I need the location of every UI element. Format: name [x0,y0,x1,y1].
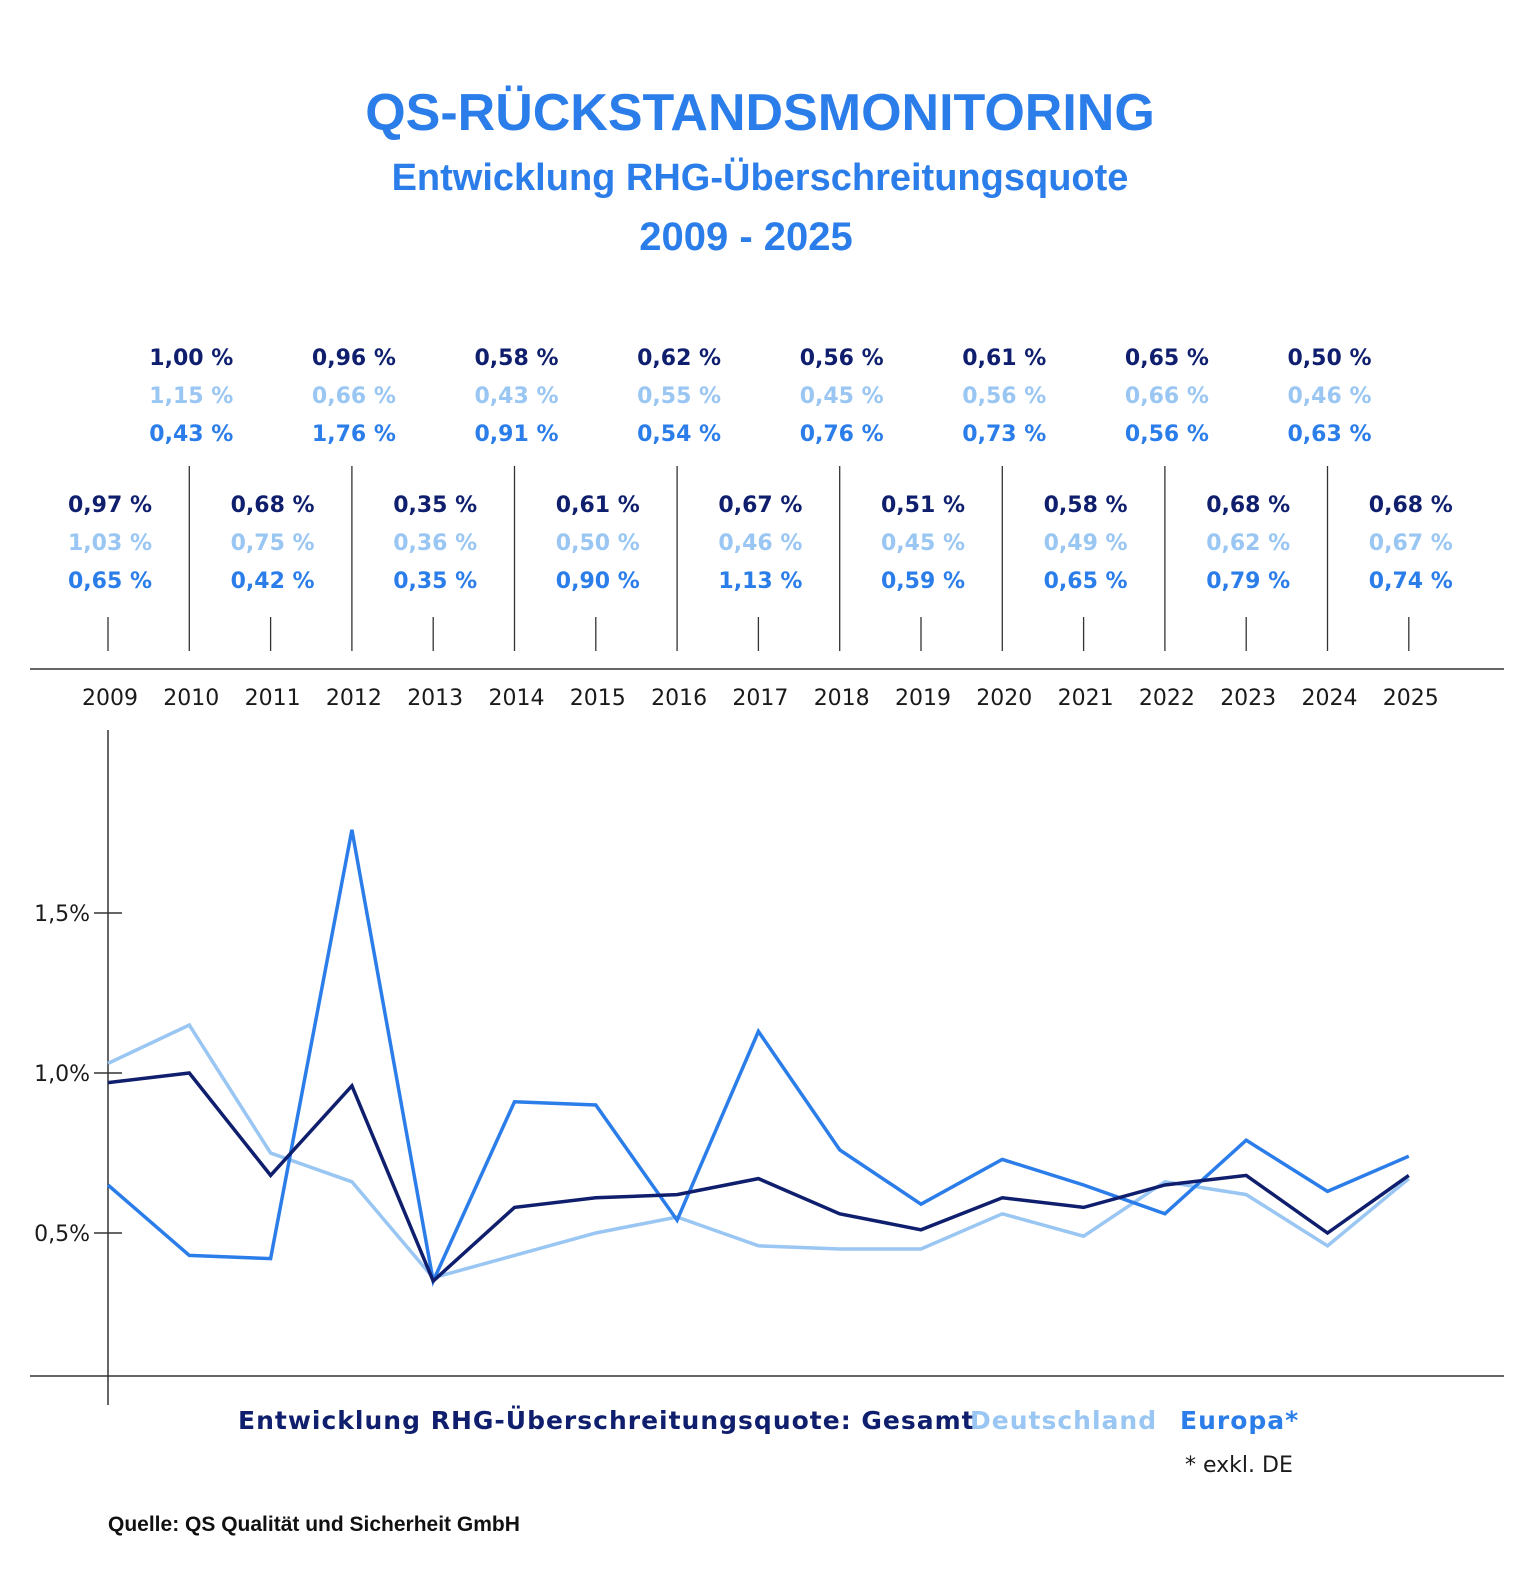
value-label-europa-2016: 0,54 % [637,422,721,447]
value-label-deutschland-2012: 0,66 % [312,384,396,409]
value-label-europa-2019: 0,59 % [881,569,965,594]
year-label-2024: 2024 [1302,686,1358,711]
chart-title: QS-RÜCKSTANDSMONITORING [365,84,1155,142]
year-label-2012: 2012 [326,686,382,711]
value-label-deutschland-2019: 0,45 % [881,531,965,556]
value-label-europa-2009: 0,65 % [68,569,152,594]
value-label-deutschland-2020: 0,56 % [962,384,1046,409]
year-label-2019: 2019 [895,686,951,711]
value-label-deutschland-2025: 0,67 % [1369,531,1453,556]
series-line-europa [106,829,1410,1287]
value-label-europa-2014: 0,91 % [475,422,559,447]
year-label-2018: 2018 [814,686,870,711]
year-label-2014: 2014 [489,686,545,711]
year-label-2025: 2025 [1383,686,1439,711]
y-tick-label-2: 0,5% [34,1222,90,1247]
value-label-europa-2018: 0,76 % [800,422,884,447]
value-label-europa-2021: 0,65 % [1044,569,1128,594]
y-tick-label-1: 1,0% [34,1062,90,1087]
value-label-europa-2013: 0,35 % [393,569,477,594]
year-label-2020: 2020 [976,686,1032,711]
value-labels: 0,97 % 1,03 % 0,65 % 1,00 % 1,15 % 0,43 % 0,68… [68,346,1453,594]
value-label-gesamt-2009: 0,97 % [68,493,152,518]
year-label-2016: 2016 [651,686,707,711]
year-label-2011: 2011 [245,686,301,711]
value-label-deutschland-2016: 0,55 % [637,384,721,409]
value-label-gesamt-2025: 0,68 % [1369,493,1453,518]
year-ticks [107,466,1410,651]
value-label-gesamt-2020: 0,61 % [962,346,1046,371]
value-label-deutschland-2021: 0,49 % [1044,531,1128,556]
value-label-deutschland-2010: 1,15 % [149,384,233,409]
year-label-2010: 2010 [163,686,219,711]
y-tick-label-0: 1,5% [34,902,90,927]
year-label-2021: 2021 [1058,686,1114,711]
value-label-gesamt-2024: 0,50 % [1288,346,1372,371]
value-label-gesamt-2015: 0,61 % [556,493,640,518]
value-label-gesamt-2012: 0,96 % [312,346,396,371]
value-label-europa-2024: 0,63 % [1288,422,1372,447]
legend-footnote: * exkl. DE [1185,1453,1293,1478]
value-label-gesamt-2022: 0,65 % [1125,346,1209,371]
value-label-deutschland-2015: 0,50 % [556,531,640,556]
value-label-europa-2011: 0,42 % [231,569,315,594]
value-label-europa-2015: 0,90 % [556,569,640,594]
value-label-gesamt-2010: 1,00 % [149,346,233,371]
value-label-europa-2023: 0,79 % [1206,569,1290,594]
year-labels: 2009 2010 2011 2012 2013 2014 2015 2016 2017 2018… [82,686,1439,711]
value-label-gesamt-2018: 0,56 % [800,346,884,371]
value-label-deutschland-2017: 0,46 % [718,531,802,556]
chart-subtitle: Entwicklung RHG-Überschreitungsquote [392,156,1129,199]
value-label-deutschland-2014: 0,43 % [475,384,559,409]
value-label-deutschland-2024: 0,46 % [1288,384,1372,409]
value-label-deutschland-2023: 0,62 % [1206,531,1290,556]
value-label-gesamt-2013: 0,35 % [393,493,477,518]
chart-period: 2009 - 2025 [639,215,853,259]
value-label-deutschland-2022: 0,66 % [1125,384,1209,409]
value-label-gesamt-2011: 0,68 % [231,493,315,518]
value-label-gesamt-2021: 0,58 % [1044,493,1128,518]
value-label-europa-2025: 0,74 % [1369,569,1453,594]
series-lines [106,829,1410,1287]
source-note: Quelle: QS Qualität und Sicherheit GmbH [108,1513,520,1536]
legend-europa: Europa* [1180,1406,1299,1435]
year-label-2022: 2022 [1139,686,1195,711]
value-label-europa-2022: 0,56 % [1125,422,1209,447]
legend-deutschland: Deutschland [970,1406,1157,1435]
series-line-deutschland [107,1022,1410,1280]
value-label-deutschland-2011: 0,75 % [231,531,315,556]
legend-gesamt: Entwicklung RHG-Überschreitungsquote: Ge… [238,1405,975,1435]
value-label-gesamt-2023: 0,68 % [1206,493,1290,518]
year-label-2015: 2015 [570,686,626,711]
year-label-2017: 2017 [732,686,788,711]
year-label-2023: 2023 [1220,686,1276,711]
value-label-europa-2010: 0,43 % [149,422,233,447]
value-label-gesamt-2019: 0,51 % [881,493,965,518]
value-label-gesamt-2017: 0,67 % [718,493,802,518]
y-ticks: 1,5% 1,0% 0,5% [34,902,122,1247]
value-label-europa-2017: 1,13 % [718,569,802,594]
value-label-europa-2020: 0,73 % [962,422,1046,447]
value-label-deutschland-2013: 0,36 % [393,531,477,556]
value-label-europa-2012: 1,76 % [312,422,396,447]
value-label-gesamt-2014: 0,58 % [475,346,559,371]
value-label-deutschland-2018: 0,45 % [800,384,884,409]
value-label-deutschland-2009: 1,03 % [68,531,152,556]
value-label-gesamt-2016: 0,62 % [637,346,721,371]
series-line-gesamt [107,1071,1410,1284]
year-label-2013: 2013 [407,686,463,711]
year-label-2009: 2009 [82,686,138,711]
